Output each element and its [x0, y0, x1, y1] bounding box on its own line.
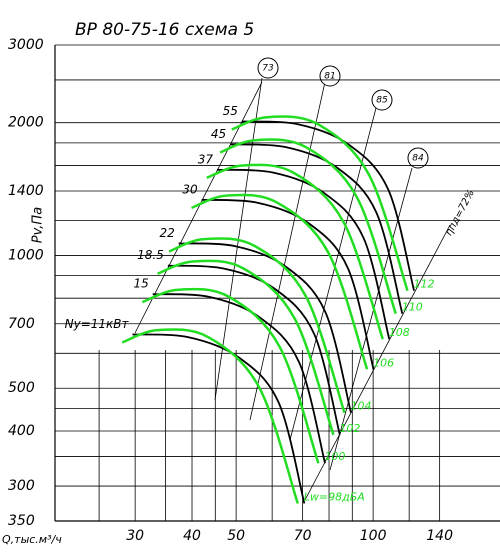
ray — [134, 81, 263, 334]
series-label: 37 — [198, 152, 214, 166]
series-label: 106 — [373, 356, 394, 369]
series-line — [219, 138, 397, 315]
series-label: 55 — [223, 104, 238, 118]
series-label: 15 — [134, 277, 149, 291]
ray-label: 73 — [262, 64, 274, 74]
series-line — [231, 115, 409, 292]
series-line — [241, 120, 415, 291]
x-tick-label: 30 — [126, 528, 144, 544]
series-label: 45 — [211, 127, 226, 141]
y-tick-label: 2000 — [8, 115, 44, 131]
x-tick-label: 100 — [360, 528, 387, 544]
y-tick-label: 3000 — [8, 37, 44, 53]
series-line — [141, 287, 320, 464]
y-tick-label: 700 — [8, 316, 35, 332]
series-line — [191, 193, 369, 370]
ray-label: 85 — [376, 96, 388, 106]
series-label: Lw=98дБА — [304, 490, 365, 503]
series-line — [168, 237, 346, 414]
y-tick-label: 1400 — [8, 183, 44, 199]
series-line — [230, 143, 404, 314]
corner-label: 350 — [8, 513, 35, 529]
ray-label: 81 — [324, 72, 335, 82]
series-label: 102 — [339, 422, 360, 435]
x-tick-label: 40 — [183, 528, 201, 544]
circle — [257, 57, 279, 79]
series-line — [121, 328, 299, 504]
chart-title: ВР 80-75-16 схема 5 — [75, 20, 254, 40]
series-label: 22 — [159, 226, 174, 240]
x-tick-label: 140 — [426, 528, 453, 544]
series-line — [201, 198, 375, 370]
x-tick-label: 50 — [227, 528, 245, 544]
y-axis-label: Pv,Па — [31, 207, 46, 243]
series-label: 100 — [324, 450, 345, 463]
y-tick-label: 500 — [8, 380, 35, 396]
series-line — [167, 264, 341, 436]
x-tick-label: 70 — [294, 528, 312, 544]
series-label: 110 — [402, 301, 423, 314]
y-tick-label: 300 — [8, 478, 35, 494]
y-tick-label: 400 — [8, 423, 35, 439]
y-tick-label: 1000 — [8, 247, 44, 263]
series-line — [216, 168, 391, 340]
series-line — [132, 333, 306, 504]
series-label: 104 — [350, 400, 371, 413]
circle — [319, 65, 341, 87]
ray-label: ηпд=72% — [444, 188, 477, 238]
series-line — [152, 293, 326, 464]
series-label: 108 — [389, 326, 410, 339]
circle — [371, 89, 393, 111]
series-label: 112 — [414, 278, 435, 291]
series-line — [206, 163, 384, 340]
ray — [249, 81, 326, 421]
ray-circles — [257, 57, 429, 169]
series-line — [157, 259, 335, 436]
ray-label: 84 — [412, 154, 424, 164]
series-label: 18.5 — [137, 248, 164, 262]
circle — [407, 147, 429, 169]
series-label: 30 — [182, 182, 198, 196]
series-line — [178, 242, 352, 413]
series-label: Ny=11кВт — [65, 317, 130, 331]
x-axis-label: Q,тыс.м³/ч — [2, 533, 62, 546]
